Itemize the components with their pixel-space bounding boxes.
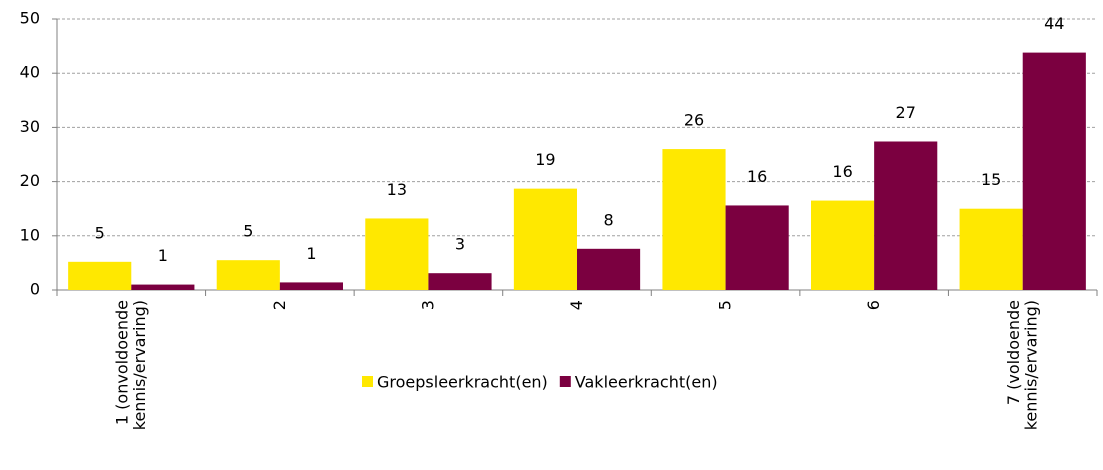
legend-label: Vakleerkracht(en) bbox=[575, 373, 718, 392]
x-tick-label: 5 bbox=[715, 300, 734, 310]
y-tick-label: 50 bbox=[20, 9, 40, 28]
bar bbox=[216, 260, 280, 290]
data-label: 16 bbox=[747, 167, 767, 186]
x-tick-label: 4 bbox=[567, 300, 586, 310]
x-tick-line: 6 bbox=[864, 300, 883, 310]
data-label: 44 bbox=[1044, 14, 1064, 33]
data-label: 1 bbox=[158, 246, 168, 265]
data-label: 8 bbox=[603, 210, 613, 229]
bar bbox=[513, 188, 577, 290]
bar bbox=[1022, 52, 1086, 290]
data-label: 13 bbox=[387, 180, 407, 199]
x-tick-line: 4 bbox=[567, 300, 586, 310]
data-label: 3 bbox=[455, 235, 465, 254]
x-tick-label: 2 bbox=[269, 300, 288, 310]
data-label: 26 bbox=[684, 111, 704, 130]
data-label: 27 bbox=[896, 103, 916, 122]
legend-swatch bbox=[362, 376, 373, 387]
y-tick-label: 40 bbox=[20, 63, 40, 82]
x-tick-label: 3 bbox=[418, 300, 437, 310]
bar bbox=[428, 273, 492, 290]
data-label: 1 bbox=[306, 244, 316, 263]
data-label: 16 bbox=[832, 162, 852, 181]
x-tick-label: 1 (onvoldoendekennis/ervaring) bbox=[112, 300, 149, 430]
data-label: 19 bbox=[535, 150, 555, 169]
x-tick-line: 5 bbox=[715, 300, 734, 310]
data-label: 5 bbox=[243, 222, 253, 241]
bar bbox=[725, 205, 789, 290]
bar bbox=[811, 200, 875, 290]
x-tick-line: 7 (voldoende bbox=[1003, 300, 1022, 405]
data-label: 5 bbox=[95, 223, 105, 242]
x-tick-line: kennis/ervaring) bbox=[130, 300, 149, 430]
y-tick-label: 20 bbox=[20, 171, 40, 190]
bar bbox=[365, 218, 429, 290]
bar bbox=[131, 284, 195, 290]
y-tick-label: 10 bbox=[20, 225, 40, 244]
bar bbox=[662, 149, 726, 290]
x-tick-line: 1 (onvoldoende bbox=[112, 300, 131, 425]
x-tick-line: kennis/ervaring) bbox=[1021, 300, 1040, 430]
data-label: 15 bbox=[981, 170, 1001, 189]
y-tick-label: 0 bbox=[30, 280, 40, 299]
x-tick-line: 3 bbox=[418, 300, 437, 310]
x-tick-line: 2 bbox=[269, 300, 288, 310]
x-tick-label: 7 (voldoendekennis/ervaring) bbox=[1003, 300, 1040, 430]
legend-label: Groepsleerkracht(en) bbox=[377, 373, 548, 392]
legend-swatch bbox=[559, 376, 571, 387]
bar bbox=[959, 208, 1023, 290]
bar bbox=[577, 248, 641, 290]
y-tick-label: 30 bbox=[20, 117, 40, 136]
bar bbox=[874, 141, 938, 290]
bar bbox=[279, 282, 343, 290]
bar bbox=[68, 261, 132, 290]
x-tick-label: 6 bbox=[864, 300, 883, 310]
